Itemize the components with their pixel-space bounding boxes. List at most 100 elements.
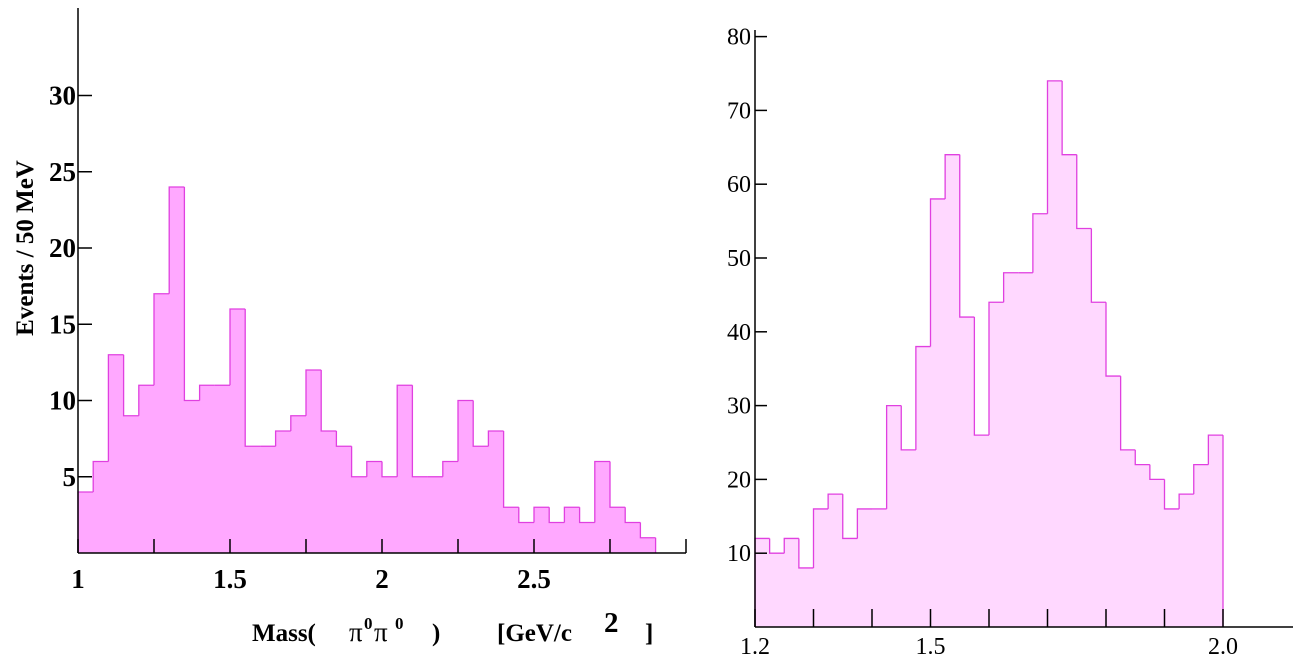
y-tick-label: 25 bbox=[49, 157, 76, 187]
y-tick-label: 80 bbox=[727, 25, 751, 51]
histogram-bin bbox=[518, 507, 534, 524]
histogram-bin bbox=[457, 399, 474, 462]
histogram-bin bbox=[885, 404, 902, 509]
y-tick-label: 20 bbox=[727, 467, 751, 493]
x-label-unit: [GeV/c bbox=[497, 620, 572, 647]
histogram-bin bbox=[973, 317, 989, 436]
x-label-unit-close: ] bbox=[645, 620, 653, 647]
histogram-bin bbox=[1163, 479, 1180, 510]
histogram-bin bbox=[442, 460, 458, 477]
histogram-bin bbox=[929, 198, 946, 347]
y-tick-label: 30 bbox=[49, 81, 76, 111]
x-label-sup-2: 0 bbox=[395, 614, 404, 633]
histogram-bin bbox=[812, 508, 829, 568]
histogram-bin bbox=[988, 301, 1004, 436]
histogram-bin bbox=[768, 538, 785, 554]
y-tick-label: 5 bbox=[63, 462, 77, 492]
histogram-bin bbox=[563, 506, 580, 523]
right-tick-labels: 10 20 30 40 50 60 70 80 1.2 1.5 2.0 bbox=[727, 25, 1238, 657]
histogram-bin bbox=[138, 384, 154, 416]
x-tick-label: 1 bbox=[71, 564, 85, 594]
histogram-bin bbox=[396, 384, 413, 477]
left-tick-labels: 5 10 15 20 25 30 1 1.5 2 2.5 bbox=[49, 81, 551, 595]
x-label-close: ) bbox=[432, 620, 440, 647]
histogram-bin bbox=[229, 308, 246, 386]
histogram-bin bbox=[305, 369, 322, 416]
histogram-bin bbox=[502, 431, 519, 508]
y-tick-label: 20 bbox=[49, 233, 76, 263]
histogram-bin bbox=[1149, 464, 1165, 481]
histogram-bin bbox=[609, 461, 626, 508]
left-histogram-bars bbox=[77, 186, 657, 553]
histogram-bin bbox=[153, 293, 170, 386]
x-tick-label: 2.5 bbox=[517, 564, 551, 594]
histogram-bin bbox=[487, 430, 504, 447]
histogram-bin bbox=[381, 461, 398, 478]
histogram-fill bbox=[78, 187, 656, 553]
histogram-bin bbox=[798, 538, 814, 569]
histogram-bin bbox=[783, 537, 799, 554]
histogram-bin bbox=[107, 354, 124, 462]
x-label-unit-sup: 2 bbox=[604, 607, 619, 639]
histogram-bin bbox=[578, 507, 595, 524]
histogram-bin bbox=[594, 460, 610, 523]
y-tick-label: 40 bbox=[727, 320, 751, 346]
histogram-bin bbox=[548, 507, 565, 524]
left-axes bbox=[77, 8, 687, 554]
histogram-bin bbox=[320, 370, 337, 432]
y-tick-label: 60 bbox=[727, 172, 751, 198]
histogram-bin bbox=[198, 384, 215, 401]
histogram-bin bbox=[350, 446, 367, 478]
histogram-bin bbox=[915, 345, 931, 450]
left-x-axis-label: Mass( π 0 π 0 ) [GeV/c 2 ] bbox=[252, 607, 653, 647]
histogram-bin bbox=[1076, 154, 1092, 230]
y-tick-label: 70 bbox=[727, 98, 751, 124]
histogram-bin bbox=[1207, 434, 1223, 465]
left-y-axis-label: Events / 50 MeV bbox=[12, 160, 39, 336]
x-label-prefix: Mass( bbox=[252, 620, 316, 647]
histogram-bin bbox=[1090, 228, 1106, 303]
histogram-bin bbox=[1178, 493, 1194, 509]
histogram-bin bbox=[842, 494, 858, 540]
histogram-bin bbox=[1002, 272, 1019, 303]
histogram-bin bbox=[1134, 449, 1150, 466]
histogram-bin bbox=[1105, 302, 1121, 377]
histogram-bin bbox=[856, 508, 872, 539]
x-tick-label: 2.0 bbox=[1208, 634, 1238, 657]
histogram-bin bbox=[639, 522, 656, 539]
right-histogram-bars bbox=[754, 80, 1224, 627]
y-tick-label: 10 bbox=[49, 386, 76, 416]
x-tick-label: 1.5 bbox=[213, 564, 247, 594]
histogram-bin bbox=[533, 506, 550, 523]
histogram-bin bbox=[244, 309, 261, 447]
histogram-bin bbox=[290, 415, 306, 431]
histogram-bin bbox=[183, 187, 200, 402]
y-tick-label: 30 bbox=[727, 394, 751, 420]
x-label-pi-2: π bbox=[374, 617, 388, 647]
histogram-bin bbox=[900, 405, 916, 451]
x-label-pi-1: π bbox=[349, 617, 363, 647]
histogram-bin bbox=[1061, 80, 1077, 156]
y-tick-label: 50 bbox=[727, 246, 751, 272]
right-axes bbox=[754, 30, 1293, 628]
y-tick-label: 10 bbox=[727, 541, 751, 567]
histogram-bin bbox=[335, 431, 352, 447]
x-tick-label: 2 bbox=[375, 564, 389, 594]
histogram-bin bbox=[624, 507, 641, 524]
histogram-bin bbox=[827, 493, 843, 509]
histogram-bin bbox=[274, 430, 291, 447]
y-tick-label: 15 bbox=[49, 309, 76, 339]
x-tick-label: 1.2 bbox=[740, 634, 770, 657]
histogram-bin bbox=[411, 385, 428, 478]
histogram-bin bbox=[1193, 463, 1209, 495]
right-histogram-panel: 10 20 30 40 50 60 70 80 1.2 1.5 2.0 bbox=[727, 25, 1293, 657]
histogram-bin bbox=[366, 460, 382, 477]
histogram-bin bbox=[472, 400, 489, 447]
histogram-bin bbox=[1032, 213, 1048, 273]
x-label-sup-1: 0 bbox=[364, 614, 373, 633]
histogram-bin bbox=[92, 460, 109, 492]
x-tick-label: 1.5 bbox=[916, 634, 946, 657]
histogram-bin bbox=[168, 186, 185, 294]
